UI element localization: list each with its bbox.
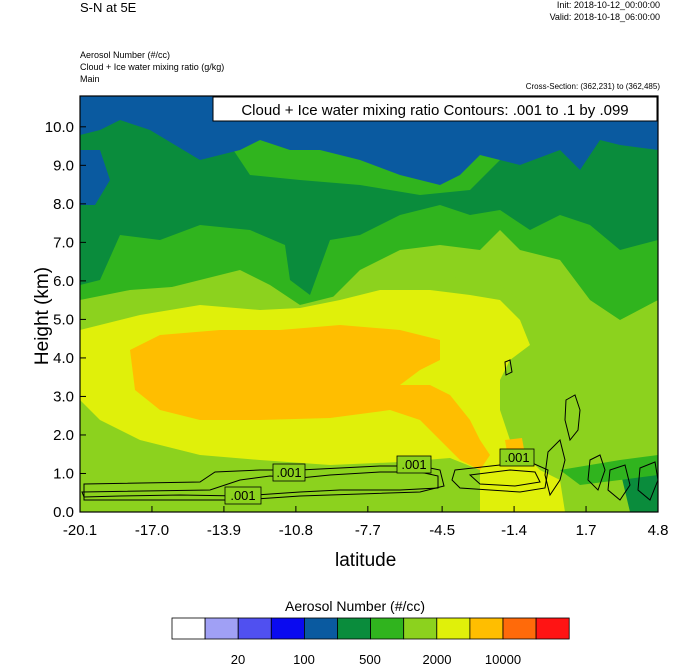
init-time: Init: 2018-10-12_00:00:00 — [556, 0, 660, 10]
contour-info-text: Cloud + Ice water mixing ratio Contours:… — [241, 102, 628, 119]
y-tick-label: 3.0 — [53, 388, 74, 405]
contour-line — [587, 454, 606, 491]
y-tick-label: 6.0 — [53, 273, 74, 290]
colorbar-swatch — [469, 617, 504, 640]
y-tick-label: 7.0 — [53, 234, 74, 251]
contour-line — [544, 439, 566, 497]
y-tick-label: 4.0 — [53, 350, 74, 367]
y-tick-label: 8.0 — [53, 196, 74, 213]
y-tick-label: 10.0 — [45, 119, 74, 136]
colorbar-swatch — [370, 617, 405, 640]
contour-line — [607, 464, 631, 501]
contour-info-box — [212, 96, 658, 122]
y-tick-label: 9.0 — [53, 157, 74, 174]
x-tick-label: -13.9 — [207, 522, 241, 539]
field-label-main: Main — [80, 74, 100, 84]
plot-frame — [79, 95, 659, 513]
x-axis: -20.1 -17.0 -13.9 -10.8 -7.7 -4.5 -1.4 1.7 4.8 — [63, 506, 669, 539]
fill-light-green-lower-left — [80, 400, 480, 512]
colorbar-swatch — [436, 617, 471, 640]
colorbar-swatch — [270, 617, 305, 640]
y-tick-label: 1.0 — [53, 465, 74, 482]
x-tick-label: -10.8 — [279, 522, 313, 539]
x-tick-label: -1.4 — [501, 522, 527, 539]
contour-line — [468, 469, 541, 487]
contour-line — [504, 359, 513, 376]
contour-line — [637, 461, 659, 501]
cross-section-label: Cross-Section: (362,231) to (362,485) — [525, 82, 660, 91]
valid-time: Valid: 2018-10-18_06:00:00 — [549, 12, 660, 22]
chart-title: S-N at 5E — [80, 0, 137, 15]
field-label-cloud: Cloud + Ice water mixing ratio (g/kg) — [80, 62, 225, 72]
colorbar-label: 2000 — [422, 652, 452, 667]
contour-line — [83, 465, 445, 501]
colorbar-swatch — [171, 617, 206, 640]
fill-green-lower-right — [560, 455, 658, 485]
contour-value-labels: .001 .001 .001 .001 — [224, 448, 535, 505]
colorbar-swatch — [535, 617, 570, 640]
fill-dark-blue-left — [80, 150, 110, 205]
y-axis: 0.0 1.0 2.0 3.0 4.0 5.0 6.0 7.0 8.0 9.0 10.0 — [45, 119, 86, 521]
field-label-aerosol: Aerosol Number (#/cc) — [80, 50, 171, 60]
x-tick-label: -7.7 — [355, 522, 381, 539]
fill-orange-core — [130, 325, 490, 470]
colorbar — [171, 617, 570, 640]
colorbar-label: 20 — [230, 652, 246, 667]
y-axis-label: Height (km) — [32, 266, 54, 366]
colorbar-swatch — [303, 617, 338, 640]
colorbar-swatch — [337, 617, 371, 640]
colorbar-label: 10000 — [484, 652, 522, 667]
filled-contours — [80, 96, 658, 512]
x-axis-label: latitude — [335, 550, 397, 571]
contour-value-label: .001 — [276, 465, 301, 480]
x-tick-label: -17.0 — [135, 522, 169, 539]
cloud-contours — [81, 359, 659, 501]
contour-line — [81, 471, 439, 498]
colorbar-swatch — [237, 617, 272, 640]
x-tick-label: 4.8 — [648, 522, 669, 539]
contour-value-label: .001 — [504, 450, 529, 465]
colorbar-swatch — [403, 617, 438, 640]
y-tick-label: 0.0 — [53, 504, 74, 521]
contour-line — [564, 394, 581, 442]
x-tick-label: -4.5 — [429, 522, 455, 539]
x-tick-label: -20.1 — [63, 522, 97, 539]
colorbar-title: Aerosol Number (#/cc) — [285, 598, 426, 614]
y-tick-label: 2.0 — [53, 427, 74, 444]
contour-value-label: .001 — [401, 457, 426, 472]
colorbar-swatch — [204, 617, 239, 640]
y-tick-label: 5.0 — [53, 311, 74, 328]
colorbar-label: 100 — [293, 652, 315, 667]
x-tick-label: 1.7 — [576, 522, 597, 539]
contour-value-label: .001 — [230, 488, 255, 503]
colorbar-label: 500 — [359, 652, 381, 667]
colorbar-swatch — [502, 617, 537, 640]
